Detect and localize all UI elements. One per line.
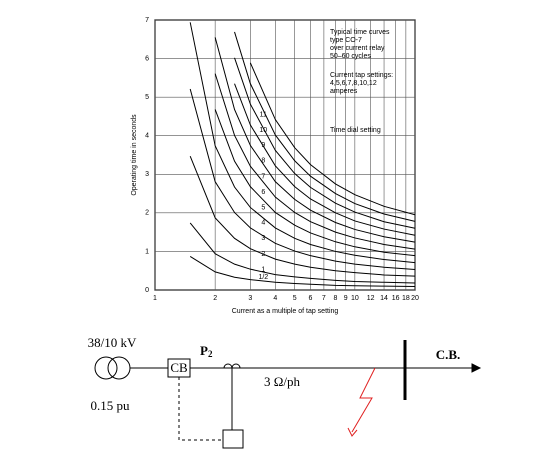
x-tick-label: 1	[153, 295, 157, 302]
one-line-diagram	[94, 340, 482, 449]
relay-name: P	[200, 343, 208, 358]
annotation: amperes	[330, 88, 358, 95]
curve-label: 11	[260, 111, 267, 118]
relay-subscript: 2	[208, 349, 213, 359]
x-tick-label: 7	[322, 295, 326, 302]
load-breaker-label: C.B.	[436, 347, 461, 362]
current-transformer	[223, 363, 241, 369]
curve	[214, 37, 416, 243]
curve	[189, 222, 416, 284]
annotation: over current relay	[330, 45, 385, 52]
annotation: 4,5,6,7,8,10,12	[330, 80, 377, 87]
annotation: Current tap settings:	[330, 72, 393, 79]
curve-label: 1/2	[258, 274, 268, 281]
annotation: 50–60 cycles	[330, 53, 371, 60]
curve-label: 9	[261, 142, 265, 149]
y-tick-label: 4	[145, 133, 149, 140]
arrow-head	[471, 363, 482, 373]
x-tick-label: 3	[248, 295, 252, 302]
x-tick-label: 5	[293, 295, 297, 302]
relay-box	[222, 429, 244, 449]
y-tick-label: 7	[145, 17, 149, 24]
line-impedance-label: 3 Ω/ph	[264, 374, 301, 389]
y-tick-label: 2	[145, 210, 149, 217]
x-tick-label: 20	[411, 295, 419, 302]
curve	[214, 73, 416, 250]
curve-label: 10	[259, 127, 267, 134]
fault-symbol	[351, 367, 376, 433]
y-tick-label: 0	[145, 287, 149, 294]
y-tick-label: 3	[145, 171, 149, 178]
y-tick-label: 1	[145, 248, 149, 255]
curve	[189, 256, 416, 288]
annotation: Time dial setting	[330, 127, 381, 134]
annotation: Typical time curves	[330, 29, 390, 36]
plot-frame	[154, 19, 416, 291]
curve	[249, 62, 416, 216]
x-tick-label: 9	[344, 295, 348, 302]
curve	[189, 155, 416, 277]
curve	[234, 31, 416, 222]
curve-label: 3	[261, 235, 265, 242]
y-axis-label: Operating time in seconds	[131, 114, 138, 196]
breaker-label: CB	[170, 360, 188, 375]
curve	[189, 88, 416, 271]
curve-label: 7	[261, 173, 265, 180]
x-tick-label: 18	[402, 295, 410, 302]
x-tick-label: 6	[309, 295, 313, 302]
x-tick-label: 16	[392, 295, 400, 302]
relay-label: P2	[200, 343, 213, 359]
curve-label: 6	[261, 189, 265, 196]
curve	[234, 57, 416, 229]
y-tick-label: 5	[145, 94, 149, 101]
curve-label: 2	[261, 251, 265, 258]
trip-circuit	[178, 377, 223, 441]
curve-label: 4	[261, 220, 265, 227]
impedance-label: 0.15 pu	[91, 398, 131, 413]
transformer-label: 38/10 kV	[88, 335, 137, 350]
transformer-winding	[107, 356, 131, 380]
y-tick-label: 6	[145, 55, 149, 62]
x-tick-label: 8	[334, 295, 338, 302]
x-tick-label: 2	[213, 295, 217, 302]
curve	[189, 22, 416, 264]
x-tick-label: 12	[367, 295, 375, 302]
x-axis-label: Current as a multiple of tap setting	[232, 308, 339, 315]
curve-label: 1	[261, 266, 265, 273]
curve-label: 8	[261, 158, 265, 165]
fault-arrow	[347, 427, 358, 437]
x-tick-label: 4	[273, 295, 277, 302]
annotation: type CO-7	[330, 37, 362, 44]
x-tick-label: 10	[351, 295, 359, 302]
curve	[234, 83, 416, 236]
x-tick-label: 14	[380, 295, 388, 302]
transformer-winding	[94, 356, 118, 380]
curve	[214, 109, 416, 257]
curve-label: 5	[261, 204, 265, 211]
